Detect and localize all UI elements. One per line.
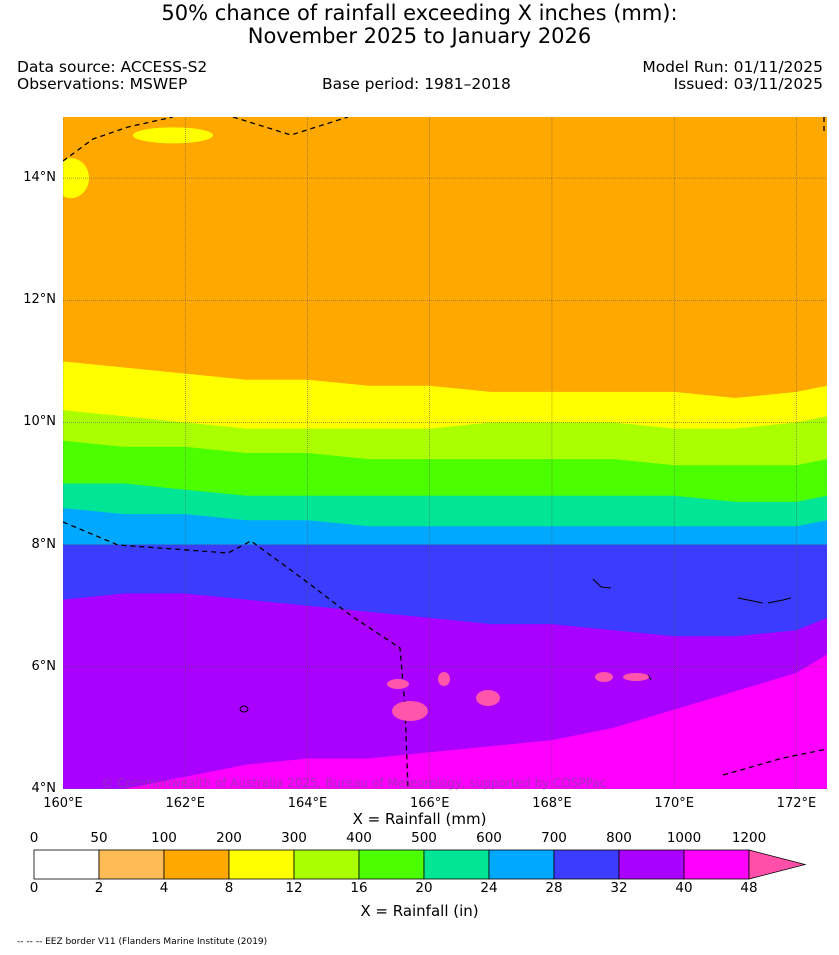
colorbar-mm-tick: 1000 [666,830,702,846]
colorbar-mm-tick: 700 [541,830,567,846]
colorbar-segment [33,849,100,880]
colorbar [33,849,807,880]
island-outline [737,597,764,604]
patch [438,672,450,686]
model-run: Model Run: 01/11/2025 [642,58,823,76]
x-axis-label: X = Rainfall (mm) [352,810,487,828]
colorbar-mm-tick: 1200 [731,830,767,846]
eez-border-southeast [722,748,828,776]
colorbar-inch-tick: 20 [415,880,433,896]
island-outlines [239,578,792,713]
eez-border-north [62,116,174,162]
band-1000-1200mm [63,654,827,789]
eez-footnote: -- -- -- EEZ border V11 (Flanders Marine… [17,937,268,947]
colorbar-segment [423,849,490,880]
lat-tick-label: 4°N [31,781,57,796]
patch [623,673,649,681]
lon-tick-label: 168°E [532,796,572,811]
colorbar-inch-tick: 40 [675,880,693,896]
lat-tick-label: 6°N [31,658,57,674]
eez-border-north-2 [232,116,349,136]
copyright-notice: © Commonwealth of Australia 2025, Bureau… [101,776,607,790]
colorbar-mm-tick: 300 [281,830,307,846]
lon-tick-label: 166°E [409,796,450,811]
colorbar-extend-arrow [748,849,807,880]
lon-tick-label: 160°E [43,796,83,811]
rainfall-map [53,116,828,790]
colorbar-inch-tick: 12 [285,880,303,896]
colorbar-inch-tick: 16 [350,880,368,896]
colorbar-mm-tick: 50 [90,830,108,846]
lat-tick-label: 14°N [23,170,56,186]
island-outline [592,578,612,589]
graticule [62,117,827,790]
colorbar-inch-label: X = Rainfall (in) [360,902,479,920]
island-outline [239,705,249,713]
colorbar-segment [488,849,555,880]
chart-title-line2: November 2025 to January 2026 [247,24,592,48]
colorbar-segment [683,849,750,880]
colorbar-inch-tick: 0 [29,880,39,896]
island-outline [767,597,792,604]
colorbar-mm-tick: 0 [29,830,39,846]
patch [476,690,500,706]
colorbar-segment [618,849,685,880]
lat-tick-label: 12°N [23,292,56,308]
observations: Observations: MSWEP [17,75,188,93]
colorbar-inch-tick: 4 [159,880,169,896]
colorbar-inch-tick: 32 [610,880,628,896]
colorbar-segment [553,849,620,880]
patch [387,679,409,689]
lon-tick-label: 164°E [287,796,328,811]
colorbar-segment [293,849,360,880]
data-source: Data source: ACCESS-S2 [17,58,208,76]
colorbar-segment [358,849,425,880]
colorbar-inch-tick: 2 [94,880,104,896]
colorbar-mm-tick: 200 [216,830,242,846]
colorbar-inch-tick: 28 [545,880,563,896]
colorbar-mm-tick: 800 [606,830,632,846]
base-period: Base period: 1981–2018 [322,75,511,93]
lat-tick-label: 8°N [31,536,57,552]
colorbar-inch-tick: 8 [224,880,234,896]
island-outline [647,674,652,681]
colorbar-segment [163,849,230,880]
colorbar-mm-tick: 100 [151,830,177,846]
issued-date: Issued: 03/11/2025 [673,75,823,93]
colorbar-mm-tick: 400 [346,830,372,846]
colorbar-inch-tick: 48 [740,880,758,896]
chart-title-line1: 50% chance of rainfall exceeding X inche… [161,1,678,25]
colorbar-segment [228,849,295,880]
rainfall-bands [53,127,827,789]
patch [595,672,613,682]
colorbar-mm-tick: 600 [476,830,502,846]
colorbar-inch-tick: 24 [480,880,498,896]
lon-tick-label: 162°E [165,796,205,811]
rainfall-patches [387,672,649,721]
band-patch [133,127,213,144]
lat-tick-label: 10°N [23,414,56,430]
patch [392,701,428,721]
colorbar-segment [98,849,165,880]
lon-tick-label: 172°E [776,796,817,811]
map-canvas [53,116,828,790]
lon-tick-label: 170°E [654,796,694,811]
colorbar-mm-tick: 500 [411,830,437,846]
